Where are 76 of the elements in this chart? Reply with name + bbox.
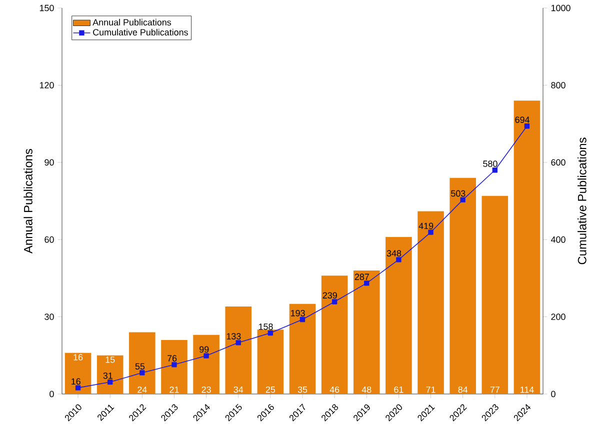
data-label: 61	[394, 386, 404, 393]
point	[268, 330, 274, 336]
bar	[64, 352, 92, 394]
data-label: 76	[168, 355, 177, 362]
point	[524, 124, 530, 129]
bar	[289, 304, 316, 394]
y-tick-label: 30	[44, 314, 54, 320]
point	[428, 230, 434, 235]
data-label: 580	[483, 160, 498, 167]
data-label: 239	[322, 292, 337, 299]
data-label: 34	[234, 386, 244, 393]
bar	[450, 178, 476, 394]
point	[236, 340, 241, 346]
point	[396, 257, 402, 262]
bar	[514, 100, 540, 394]
legend-label: Annual Publications	[92, 18, 172, 26]
y2-axis-title: Cumulative Publications	[578, 138, 586, 264]
point	[204, 353, 209, 358]
data-label: 55	[135, 363, 145, 370]
bar	[225, 306, 252, 394]
y-tick-label: 0	[50, 390, 54, 398]
bar	[386, 237, 412, 394]
data-label: 31	[103, 372, 112, 379]
y-tick-label: 60	[44, 236, 54, 243]
data-label: 694	[515, 116, 530, 123]
data-label: 15	[106, 356, 115, 363]
point	[75, 385, 81, 390]
bar	[418, 211, 444, 394]
y2-tick-label: 1000	[551, 4, 570, 12]
point	[364, 280, 370, 286]
data-label: 287	[354, 274, 369, 280]
bar	[193, 334, 220, 394]
y-tick-label: 120	[40, 82, 54, 88]
data-label: 419	[418, 222, 434, 230]
data-label: 48	[362, 386, 372, 393]
bar	[257, 330, 284, 394]
point	[460, 197, 466, 202]
data-label: 158	[258, 323, 273, 330]
y2-tick-label: 200	[551, 314, 566, 320]
y2-tick-label: 800	[551, 82, 566, 88]
bar	[161, 340, 188, 394]
y2-tick-label: 0	[551, 390, 556, 398]
legend-label: Cumulative Publications	[93, 28, 188, 36]
data-label: 25	[266, 386, 276, 393]
y-axis-title: Annual Publications	[24, 148, 32, 254]
data-label: 133	[226, 333, 241, 340]
y-tick-label: 90	[44, 159, 54, 166]
bar	[321, 276, 348, 394]
data-label: 503	[451, 190, 466, 197]
data-label: 21	[170, 386, 179, 393]
data-label: 99	[200, 346, 209, 353]
y-tick-label: 150	[40, 4, 54, 12]
data-label: 193	[291, 310, 305, 316]
bar	[129, 332, 156, 394]
y2-tick-label: 400	[550, 236, 566, 243]
data-label: 16	[74, 354, 83, 360]
data-label: 35	[298, 386, 308, 393]
data-label: 16	[72, 378, 80, 385]
data-label: 23	[202, 386, 211, 393]
point	[172, 362, 177, 368]
bar	[353, 270, 380, 394]
data-label: 24	[138, 386, 147, 393]
point	[108, 379, 113, 385]
data-label: 71	[426, 386, 436, 393]
data-label: 84	[458, 386, 468, 393]
point	[300, 316, 306, 322]
point	[332, 299, 338, 304]
data-label: 77	[490, 386, 500, 393]
point	[140, 370, 145, 376]
bar	[482, 196, 508, 394]
y2-tick-label: 600	[551, 159, 566, 166]
bar	[96, 355, 124, 394]
data-label: 46	[330, 386, 340, 393]
data-label: 114	[520, 386, 534, 393]
point	[492, 168, 498, 173]
data-label: 348	[386, 250, 402, 256]
